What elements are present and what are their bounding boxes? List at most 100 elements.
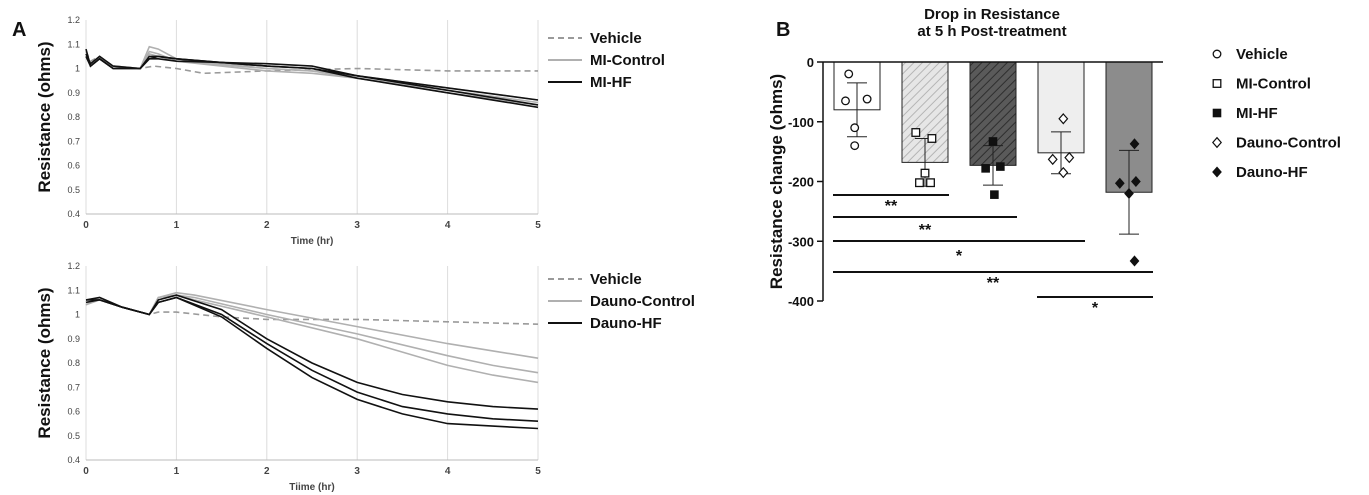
y-tick-label: -300 [788, 234, 814, 249]
significance-label: ** [885, 198, 898, 215]
x-tick-label: 0 [83, 220, 89, 231]
y-axis-title: Resistance (ohms) [35, 287, 54, 438]
series-line-mi-hf [85, 53, 539, 106]
legend-label: MI-HF [1236, 105, 1278, 122]
y-tick-label: 1 [75, 64, 80, 74]
x-tick-label: 3 [354, 466, 360, 477]
x-tick-label: 0 [83, 466, 89, 477]
legend-label: Vehicle [590, 271, 642, 288]
y-tick-label: 0.8 [67, 358, 80, 368]
data-point [920, 168, 930, 178]
y-tick-label: -400 [788, 294, 814, 309]
y-tick-label: 0.4 [67, 455, 80, 465]
y-tick-label: 1.2 [67, 261, 80, 271]
series-line-dauno-control [85, 291, 539, 359]
data-point [996, 162, 1005, 171]
data-point [926, 178, 935, 188]
legend-label: Dauno-Control [590, 293, 695, 310]
y-tick-label: 0.8 [67, 112, 80, 122]
data-point [1058, 113, 1069, 125]
data-point [850, 123, 860, 133]
y-tick-label: 1.1 [67, 39, 80, 49]
legend-marker [1212, 79, 1222, 88]
x-axis-title: Tiime (hr) [289, 482, 334, 493]
x-tick-label: 5 [535, 466, 541, 477]
y-tick-label: -100 [788, 115, 814, 130]
chart-a-top: 0.4 0.5 0.6 0.7 0.8 0.9 1 1.1 1.2 0 1 2 3 4 5 Time (hr)… [35, 15, 665, 247]
data-point [988, 137, 998, 146]
y-tick-label: 0.5 [67, 431, 80, 441]
legend-label: Dauno-HF [1236, 164, 1308, 181]
y-tick-label: 1.1 [67, 285, 80, 295]
series-line-dauno-hf [85, 294, 539, 410]
y-axis-title: Resistance change (ohms) [767, 74, 786, 289]
legend-label: Dauno-HF [590, 315, 662, 332]
y-tick-label: 0.4 [67, 209, 80, 219]
x-tick-label: 2 [264, 466, 270, 477]
chart-a-bottom: 0.4 0.5 0.6 0.7 0.8 0.9 1 1.1 1.2 0 1 2 3 4 5 Tiime (hr… [35, 261, 695, 493]
legend-label: Vehicle [1236, 46, 1288, 63]
data-point [1114, 177, 1125, 189]
chart-title: Drop in Resistance [924, 6, 1060, 23]
legend-marker [1212, 166, 1222, 178]
series-line-dauno-hf [86, 296, 539, 430]
x-axis-title: Time (hr) [291, 236, 334, 247]
legend-marker [1212, 108, 1222, 118]
y-tick-label: 0.6 [67, 407, 80, 417]
panel-label-a: A [12, 19, 26, 41]
y-tick-label: 0.6 [67, 161, 80, 171]
data-point [981, 164, 990, 173]
y-tick-label: 0.9 [67, 334, 80, 344]
x-tick-label: 3 [354, 220, 360, 231]
legend-label: MI-HF [590, 74, 632, 91]
legend-marker [1212, 136, 1222, 149]
y-tick-label: 1 [75, 310, 80, 320]
legend-label: Dauno-Control [1236, 135, 1341, 152]
chart-title: at 5 h Post-treatment [917, 23, 1066, 40]
x-tick-label: 1 [174, 220, 180, 231]
y-tick-label: 1.2 [67, 15, 80, 25]
data-point [1064, 151, 1075, 164]
data-point [915, 178, 924, 188]
legend-marker [1212, 49, 1222, 59]
series-line-mi-hf [85, 55, 539, 101]
data-point [1129, 138, 1140, 150]
data-point [1047, 153, 1058, 166]
y-tick-label: 0.7 [67, 382, 80, 392]
y-tick-label: 0.7 [67, 136, 80, 146]
x-tick-label: 4 [445, 220, 451, 231]
y-tick-label: 0.9 [67, 88, 80, 98]
data-point [1058, 166, 1069, 179]
series-line-dauno-hf [85, 296, 539, 422]
legend-label: Vehicle [590, 30, 642, 47]
legend-label: MI-Control [590, 52, 665, 69]
y-tick-label: 0 [807, 55, 814, 70]
data-point [844, 69, 854, 79]
x-tick-label: 1 [174, 466, 180, 477]
data-point [990, 190, 999, 199]
data-point [850, 141, 860, 151]
data-point [1124, 187, 1134, 200]
data-point [862, 94, 872, 104]
x-tick-label: 2 [264, 220, 270, 231]
y-tick-label: -200 [788, 175, 814, 190]
data-point [927, 134, 937, 143]
y-tick-label: 0.5 [67, 185, 80, 195]
data-point [841, 96, 850, 106]
panel-label-b: B [776, 19, 790, 41]
series-line-vehicle [85, 299, 539, 325]
data-point [1131, 175, 1141, 188]
x-tick-label: 5 [535, 220, 541, 231]
series-line-mi-hf [85, 48, 539, 109]
y-axis-title: Resistance (ohms) [35, 41, 54, 192]
x-tick-label: 4 [445, 466, 451, 477]
significance-label: * [1092, 300, 1099, 317]
data-point [1129, 255, 1140, 267]
legend-label: MI-Control [1236, 76, 1311, 93]
data-point [911, 128, 921, 137]
significance-label: ** [987, 275, 1000, 292]
series-line-mi-control [85, 52, 539, 106]
significance-label: ** [919, 222, 932, 239]
significance-label: * [956, 248, 963, 265]
